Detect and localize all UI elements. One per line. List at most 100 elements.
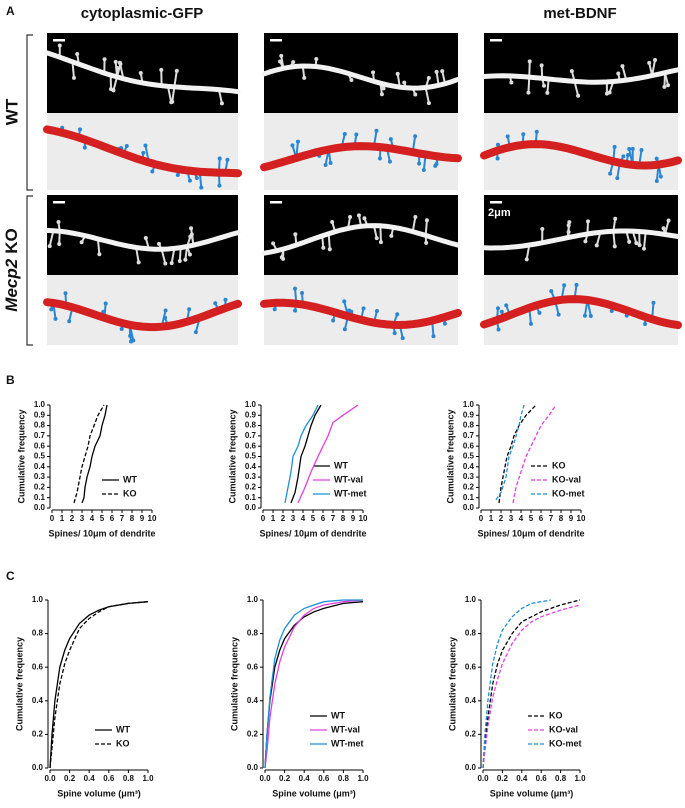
spine-head: [169, 261, 174, 266]
spine-head: [199, 185, 204, 190]
spine-head: [534, 129, 539, 134]
legend-label: WT: [334, 460, 348, 470]
y-tick-label: 0.1: [34, 493, 46, 502]
y-tick-label: 0.2: [465, 730, 477, 739]
dendrite: [480, 140, 682, 170]
spine-head: [576, 93, 581, 98]
spine-head: [413, 215, 418, 220]
spine-head: [314, 57, 319, 62]
spine-head: [163, 261, 168, 266]
spine-head: [374, 309, 379, 314]
x-axis-label: Spines/ 10μm of dendrite: [477, 528, 584, 538]
scale-bar: [270, 39, 282, 42]
spine-head: [342, 299, 347, 304]
spine-head: [654, 179, 659, 184]
x-tick-label: 6: [110, 514, 115, 523]
spine-head: [378, 240, 383, 245]
spine-head: [556, 312, 561, 317]
x-tick-label: 1: [489, 514, 494, 523]
y-axis-label: Cumulative frequency: [14, 637, 24, 731]
spine-head: [583, 239, 588, 244]
y-tick-label: 0.2: [245, 483, 257, 492]
y-tick-label: 0.0: [463, 503, 475, 512]
panel-label: A: [6, 4, 15, 18]
spine-head: [637, 243, 642, 248]
spine-head: [111, 88, 116, 93]
y-tick-label: 0.5: [34, 452, 46, 461]
x-tick-label: 7: [331, 514, 336, 523]
scale-bar: [53, 201, 65, 204]
spine-head: [194, 175, 199, 180]
spine-head: [136, 260, 141, 265]
series-line: [49, 601, 149, 769]
x-axis-label: Spines/ 10μm of dendrite: [259, 528, 366, 538]
y-tick-label: 0.3: [34, 472, 46, 481]
dendrite: [44, 50, 241, 95]
spine-head: [219, 101, 224, 106]
x-tick-label: 8: [130, 514, 135, 523]
dendrite: [44, 227, 241, 252]
x-tick-label: 9: [569, 514, 574, 523]
y-tick-label: 0.4: [247, 696, 259, 705]
spine-head: [143, 143, 148, 148]
spine-head: [374, 128, 379, 133]
spine-head: [330, 219, 335, 224]
spine-head: [526, 90, 531, 95]
spine-head: [392, 331, 397, 336]
x-tick-label: 0.0: [477, 774, 489, 783]
spine-head: [440, 69, 445, 74]
y-tick-label: 0.5: [463, 452, 475, 461]
y-tick-label: 0.0: [245, 503, 257, 512]
x-tick-label: 8: [341, 514, 346, 523]
spine-head: [562, 283, 567, 288]
x-tick-label: 4: [301, 514, 306, 523]
spine-head: [569, 69, 574, 74]
spine-head: [509, 80, 514, 85]
y-tick-label: 0.2: [32, 730, 44, 739]
spine-head: [424, 240, 429, 245]
y-tick-label: 0.9: [463, 410, 475, 419]
spine-head: [193, 330, 198, 335]
x-tick-label: 0.6: [318, 774, 330, 783]
spine-head: [654, 156, 659, 161]
spine-head: [442, 321, 447, 326]
spine-head: [278, 59, 283, 64]
row-bracket: [26, 195, 33, 346]
spine-head: [505, 134, 510, 139]
spine-head: [540, 226, 545, 231]
y-tick-label: 0.8: [465, 629, 477, 638]
spine-head: [349, 78, 354, 83]
x-tick-label: 9: [351, 514, 356, 523]
spine-head: [128, 339, 133, 344]
y-tick-label: 0.3: [245, 472, 257, 481]
y-tick-label: 1.0: [34, 400, 46, 409]
y-tick-label: 0.8: [245, 421, 257, 430]
spine-head: [159, 67, 164, 72]
x-tick-label: 3: [80, 514, 85, 523]
y-tick-label: 0.2: [463, 483, 475, 492]
spine-head: [426, 101, 431, 106]
spine-head: [169, 100, 174, 105]
x-tick-label: 0.4: [516, 774, 528, 783]
spine-head: [625, 153, 630, 158]
spine-head: [504, 303, 509, 308]
y-tick-label: 0.4: [34, 462, 46, 471]
spine-head: [400, 336, 405, 341]
x-axis-label: Spine volume (μm³): [490, 788, 574, 798]
x-tick-label: 10: [148, 514, 157, 523]
micrographs: [43, 33, 682, 345]
y-tick-label: 0.9: [34, 410, 46, 419]
spine-head: [349, 309, 354, 314]
spine-head: [545, 90, 550, 95]
scale-bar: [490, 201, 502, 204]
y-tick-label: 0.0: [32, 763, 44, 772]
y-tick-label: 0.1: [463, 493, 475, 502]
spine-head: [175, 172, 180, 177]
column-title: met-BDNF: [543, 5, 616, 22]
spine-head: [293, 232, 298, 237]
spine-head: [630, 146, 635, 151]
legend-label: KO-met: [549, 738, 582, 748]
spine-head: [651, 300, 656, 305]
spine-head: [615, 176, 620, 181]
spine-head: [272, 307, 277, 312]
